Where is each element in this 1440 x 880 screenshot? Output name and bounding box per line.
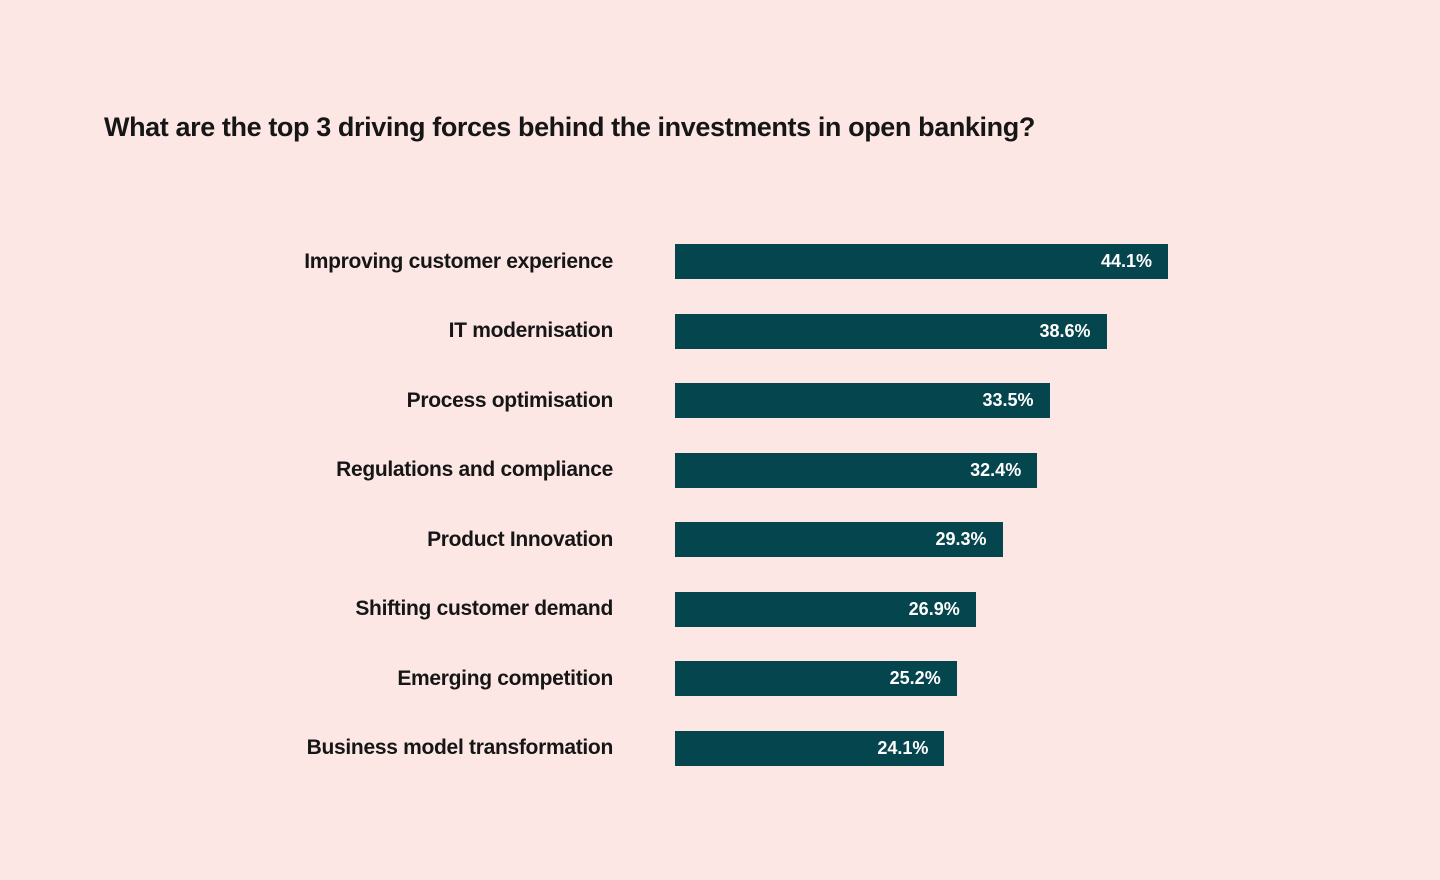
category-label: IT modernisation [448,319,614,343]
value-label: 29.3% [935,529,987,550]
value-label: 32.4% [970,459,1022,480]
value-label: 25.2% [889,668,941,689]
bar-row: Improving customer experience 44.1% [0,227,1440,297]
bar-row: Shifting customer demand 26.9% [0,575,1440,645]
value-label: 44.1% [1100,251,1152,272]
category-label: Business model transformation [306,736,614,760]
bar-row: Emerging competition 25.2% [0,644,1440,714]
bar-row: IT modernisation 38.6% [0,297,1440,367]
category-label: Improving customer experience [304,249,613,273]
category-label: Emerging competition [397,666,613,690]
bar: 44.1% [675,244,1168,280]
category-label: Regulations and compliance [336,458,613,482]
bar-row: Regulations and compliance 32.4% [0,436,1440,506]
category-label: Shifting customer demand [355,597,613,621]
value-label: 26.9% [908,598,960,619]
bar: 32.4% [675,452,1038,488]
bar: 33.5% [675,383,1050,419]
chart-title: What are the top 3 driving forces behind… [104,112,1035,142]
bar-row: Product Innovation 29.3% [0,505,1440,575]
bar: 25.2% [675,661,957,697]
bar-chart: Improving customer experience 44.1% IT m… [0,227,1440,783]
value-label: 33.5% [982,390,1034,411]
bar-row: Process optimisation 33.5% [0,366,1440,436]
category-label: Product Innovation [427,527,613,551]
bar: 26.9% [675,591,976,627]
category-label: Process optimisation [406,388,614,412]
bar: 38.6% [675,313,1107,349]
bar: 29.3% [675,522,1003,558]
bar: 24.1% [675,730,945,766]
bar-row: Business model transformation 24.1% [0,714,1440,784]
value-label: 24.1% [877,737,929,758]
value-label: 38.6% [1039,320,1091,341]
